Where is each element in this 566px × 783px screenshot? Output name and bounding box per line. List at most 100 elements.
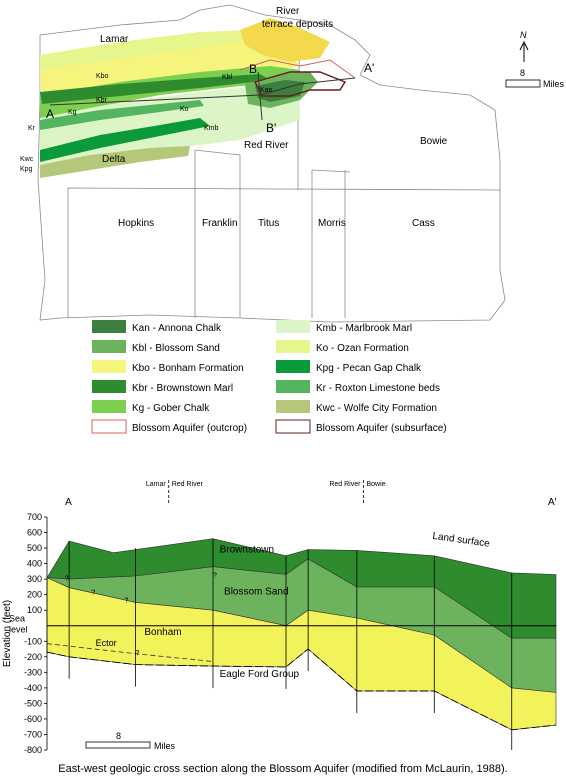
legend-swatch <box>92 340 126 353</box>
figure-caption: East-west geologic cross section along t… <box>58 763 508 775</box>
y-tick-label: -700 <box>24 729 42 739</box>
county-marker-left: Red River <box>329 481 361 488</box>
legend-swatch <box>276 380 310 393</box>
north-arrow-icon <box>519 40 529 62</box>
y-axis-label: Elevation (feet) <box>2 600 13 667</box>
legend-label: Kpg - Pecan Gap Chalk <box>316 363 422 374</box>
unit-code-kpg: Kpg <box>20 166 33 173</box>
unit-code-kbo: Kbo <box>96 73 109 80</box>
land-surface-label: Land surface <box>432 531 491 550</box>
legend-swatch <box>276 400 310 413</box>
north-label: N <box>520 30 527 40</box>
unit-code-kbr: Kbr <box>96 97 108 104</box>
legend-label: Blossom Aquifer (outcrop) <box>132 423 247 434</box>
legend-label: Kwc - Wolfe City Formation <box>316 403 437 414</box>
y-tick-label: 600 <box>27 528 42 538</box>
county-label-red-river: Red River <box>244 140 289 151</box>
y-tick-label: -100 <box>24 636 42 646</box>
legend-label: Ko - Ozan Formation <box>316 343 409 354</box>
section-scale-value: 8 <box>116 731 121 741</box>
unit-code-kg: Kg <box>68 109 77 116</box>
section-label-a: A <box>46 107 54 121</box>
county-marker-right: Red River <box>172 481 204 488</box>
y-axis: 700 600 500 400 300 200 100 -100 -200 -300 -400 -50… <box>2 512 48 755</box>
uncertain-contact-mark: ? <box>213 573 217 580</box>
county-label-bowie: Bowie <box>420 136 448 147</box>
y-tick-label: 700 <box>27 512 42 522</box>
terrace-label: River terrace deposits <box>262 6 333 30</box>
y-tick-label: 400 <box>27 559 42 569</box>
legend-swatch <box>275 419 311 434</box>
uncertain-contact-mark: ? <box>136 650 140 657</box>
blossom-sand-label: Blossom Sand <box>224 587 288 598</box>
county-label-cass: Cass <box>412 218 435 229</box>
map-scale-unit: Miles <box>543 79 565 89</box>
county-marker-right: Bowie <box>366 481 385 488</box>
map-panel: Lamar Red River Bowie Delta Hopkins Fran… <box>20 4 565 323</box>
section-line-b <box>257 71 263 121</box>
y-tick-label: -400 <box>24 683 42 693</box>
legend-label: Kg - Gober Chalk <box>132 403 210 414</box>
legend-swatch <box>92 320 126 333</box>
cross-section-lines <box>46 538 557 750</box>
y-tick-label: 100 <box>27 605 42 615</box>
y-tick-label: -600 <box>24 714 42 724</box>
uncertain-contact-mark: ? <box>65 576 69 583</box>
county-label-morris: Morris <box>318 218 346 229</box>
y-tick-label: -200 <box>24 652 42 662</box>
y-tick-label: -800 <box>24 745 42 755</box>
uncertain-contact-mark: ? <box>91 590 95 597</box>
brownstown-label: Brownstown <box>220 545 274 556</box>
unit-code-kmb: Kmb <box>204 125 219 132</box>
legend-label: Kbl - Blossom Sand <box>132 343 220 354</box>
legend-label: Kbo - Bonham Formation <box>132 363 244 374</box>
county-label-titus: Titus <box>258 218 279 229</box>
map-scale-bar <box>505 79 541 88</box>
legend-label: Kan - Annona Chalk <box>132 323 222 334</box>
unit-code-ko: Ko <box>180 106 189 113</box>
legend-label: Blossom Aquifer (subsurface) <box>316 423 447 434</box>
unit-code-kbl: Kbl <box>222 74 233 81</box>
uncertain-contact-mark: ? <box>124 597 128 604</box>
section-scale-unit: Miles <box>154 741 176 751</box>
county-marker-left: Lamar <box>146 481 167 488</box>
unit-code-kr: Kr <box>28 125 36 132</box>
legend-swatch <box>91 419 127 434</box>
legend: Kan - Annona Chalk Kmb - Marlbrook Marl Kb… <box>91 320 447 434</box>
section-label-b-prime: B' <box>266 121 276 135</box>
unit-code-kan: Kan <box>260 87 273 94</box>
y-tick-label: 300 <box>27 574 42 584</box>
legend-swatch <box>276 340 310 353</box>
county-label-hopkins: Hopkins <box>118 218 154 229</box>
y-tick-label: 200 <box>27 590 42 600</box>
sea-level-label: Sea level <box>9 614 28 635</box>
eagle-ford-label: Eagle Ford Group <box>220 669 300 680</box>
section-label-b: B <box>249 62 257 76</box>
legend-label: Kr - Roxton Limestone beds <box>316 383 440 394</box>
section-end-a: A <box>65 497 72 508</box>
ector-label: Ector <box>96 638 117 648</box>
bonham-label: Bonham <box>144 627 181 638</box>
map-scale-value: 8 <box>520 68 525 78</box>
legend-label: Kmb - Marlbrook Marl <box>316 323 412 334</box>
county-label-franklin: Franklin <box>202 218 238 229</box>
legend-swatch <box>92 400 126 413</box>
unit-code-kwc: Kwc <box>20 156 34 163</box>
cross-section: 700 600 500 400 300 200 100 -100 -200 -300 -400 -50… <box>2 480 557 755</box>
y-tick-label: -500 <box>24 698 42 708</box>
legend-label: Kbr - Brownstown Marl <box>132 383 233 394</box>
county-label-delta: Delta <box>102 154 126 165</box>
legend-swatch <box>92 380 126 393</box>
section-scale-bar <box>85 741 151 749</box>
cross-section-units <box>46 538 557 731</box>
outcrop-bands <box>40 18 330 178</box>
eagle-ford-contact <box>46 648 557 731</box>
y-tick-label: -300 <box>24 667 42 677</box>
section-end-a-prime: A' <box>548 497 557 508</box>
y-tick-label: 500 <box>27 543 42 553</box>
section-line-a <box>49 77 356 106</box>
county-label-lamar: Lamar <box>100 34 129 45</box>
legend-swatch <box>92 360 126 373</box>
legend-swatch <box>276 320 310 333</box>
